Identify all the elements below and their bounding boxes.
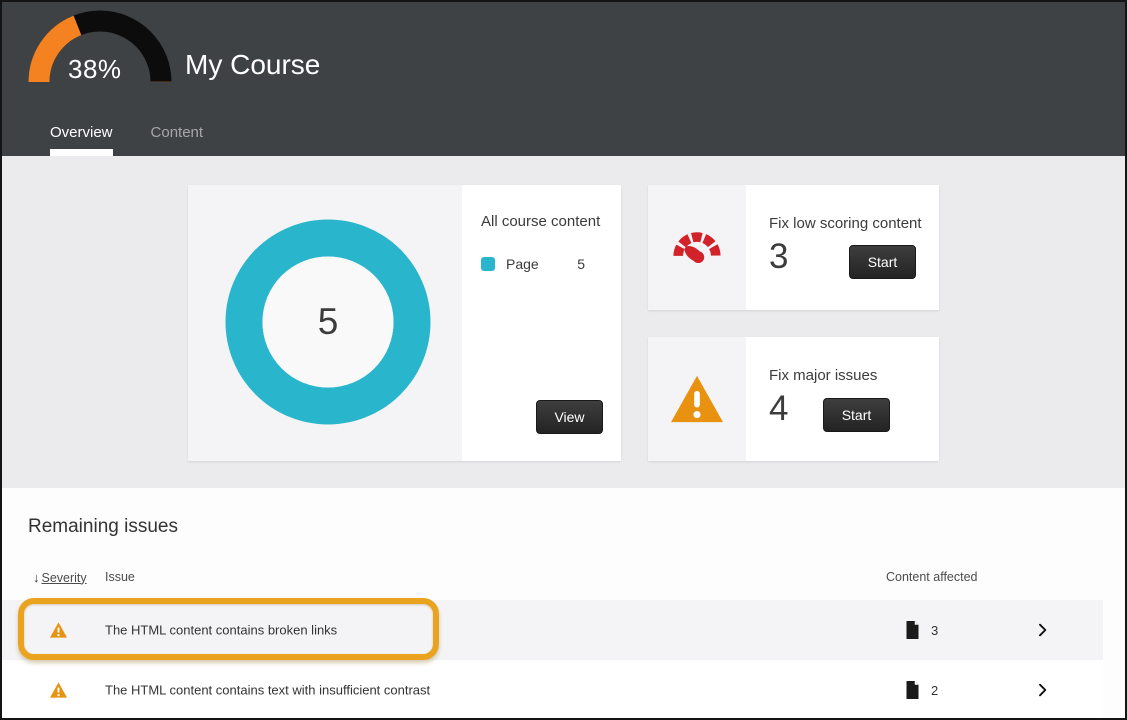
- major-issues-icon-zone: [648, 337, 746, 461]
- score-percent-label: 38%: [68, 54, 122, 84]
- course-content-card: 5 All course content Page 5 View: [188, 185, 621, 461]
- low-scoring-count: 3: [769, 237, 789, 276]
- column-header-content-affected[interactable]: Content affected: [886, 570, 978, 584]
- active-tab-underline: [50, 149, 113, 156]
- donut-total-label: 5: [317, 301, 339, 342]
- content-affected-count: 3: [931, 623, 939, 639]
- issue-text: The HTML content contains broken links: [105, 622, 338, 638]
- tab-bar: Overview Content: [50, 124, 203, 156]
- warning-triangle-icon: [50, 681, 67, 698]
- column-header-issue[interactable]: Issue: [105, 570, 135, 584]
- legend-label: Page: [506, 256, 539, 272]
- page-title: My Course: [185, 49, 321, 80]
- fix-major-issues-card: Fix major issues 4 Start: [648, 337, 939, 461]
- legend-item-page[interactable]: Page 5: [481, 256, 605, 272]
- score-gauge: 38%: [28, 10, 172, 84]
- issue-row-insufficient-contrast[interactable]: The HTML content contains text with insu…: [2, 661, 1103, 718]
- low-scoring-card-body: Fix low scoring content 3 Start: [746, 185, 939, 310]
- donut-chart: [225, 219, 431, 425]
- low-scoring-icon-zone: [648, 185, 746, 310]
- issue-row-broken-links[interactable]: The HTML content contains broken links 3: [2, 600, 1103, 660]
- content-affected-count: 2: [931, 682, 939, 698]
- page-file-icon: [906, 621, 919, 639]
- fix-low-scoring-card: Fix low scoring content 3 Start: [648, 185, 939, 310]
- legend-swatch-page: [481, 257, 495, 271]
- sort-descending-icon: ↓: [33, 570, 40, 585]
- chevron-right-icon[interactable]: [1035, 622, 1050, 638]
- course-content-title: All course content: [481, 213, 601, 230]
- low-scoring-title: Fix low scoring content: [769, 215, 922, 232]
- severity-header-label: Severity: [41, 570, 87, 585]
- issue-text: The HTML content contains text with insu…: [105, 682, 431, 697]
- tab-overview[interactable]: Overview: [50, 124, 113, 156]
- start-major-issues-button[interactable]: Start: [823, 398, 890, 432]
- start-low-scoring-button[interactable]: Start: [849, 245, 916, 279]
- score-gauge-arc: [28, 10, 172, 83]
- remaining-issues-title: Remaining issues: [28, 516, 178, 537]
- column-header-severity[interactable]: ↓ Severity: [33, 570, 87, 585]
- course-content-card-right: All course content Page 5 View: [462, 185, 621, 461]
- warning-triangle-icon: [671, 375, 723, 423]
- tab-content-label: Content: [150, 124, 204, 141]
- remaining-issues-section: Remaining issues ↓ Severity Issue Conten…: [2, 488, 1125, 718]
- chevron-right-icon[interactable]: [1035, 682, 1050, 698]
- view-button[interactable]: View: [536, 400, 603, 434]
- header: 38% My Course Overview Content: [2, 2, 1125, 156]
- tab-content[interactable]: Content: [151, 124, 204, 156]
- major-issues-title: Fix major issues: [769, 367, 878, 384]
- tab-overview-label: Overview: [50, 124, 113, 141]
- page-file-icon: [906, 680, 919, 699]
- major-issues-card-body: Fix major issues 4 Start: [746, 337, 939, 461]
- gauge-icon: [673, 231, 721, 263]
- donut-chart-zone: 5: [188, 185, 462, 461]
- major-issues-count: 4: [769, 389, 789, 428]
- legend-value: 5: [577, 256, 585, 272]
- warning-triangle-icon: [50, 622, 67, 638]
